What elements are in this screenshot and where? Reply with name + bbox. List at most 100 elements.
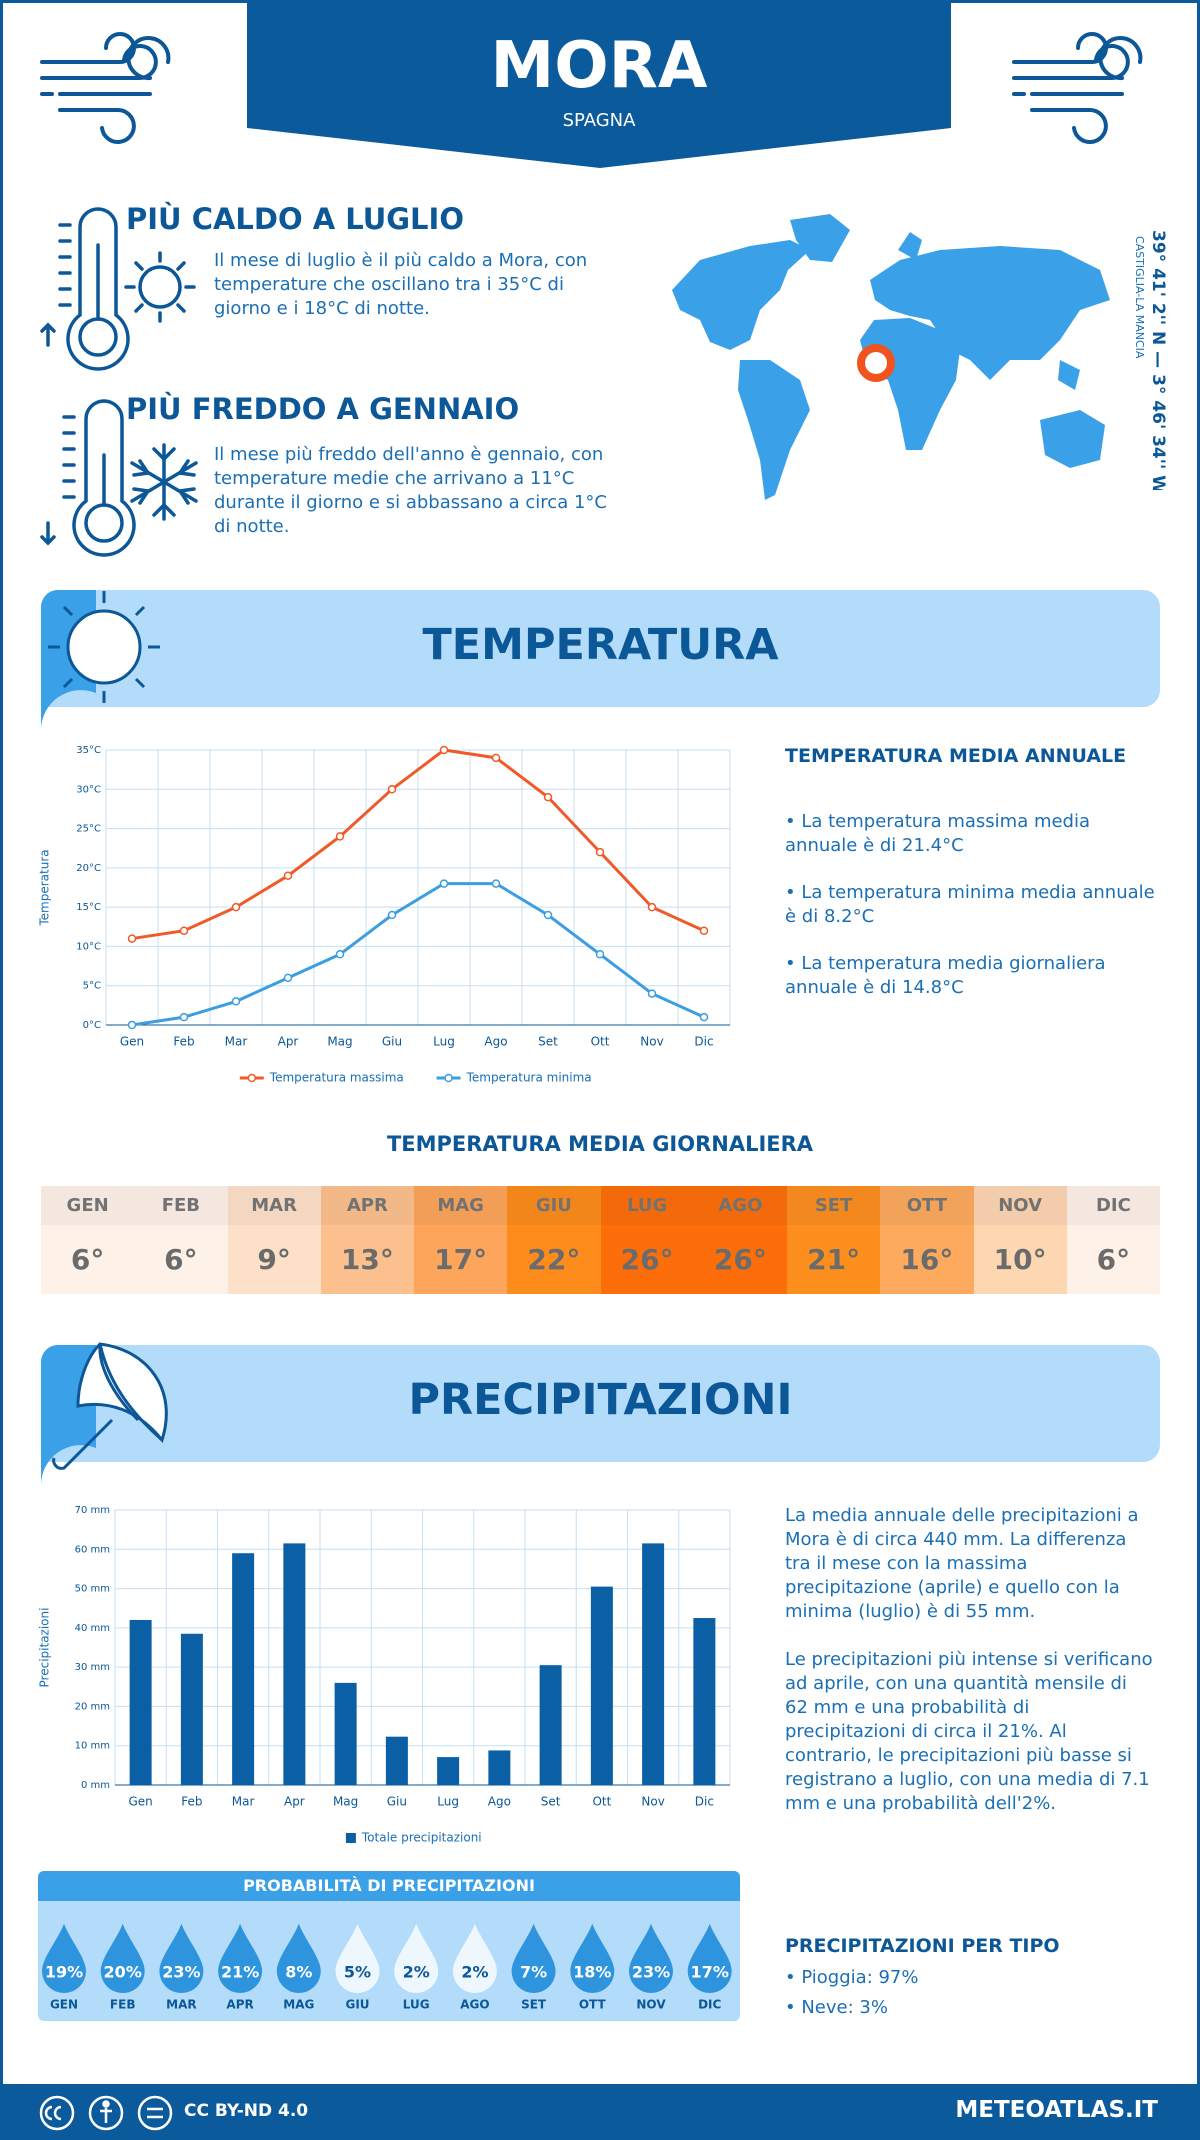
y-tick-label: 5°C: [83, 981, 101, 992]
month-header: NOV: [973, 1186, 1067, 1225]
table-column: GIU 22°: [507, 1186, 601, 1294]
table-column: AGO 26°: [693, 1186, 787, 1294]
hot-title: PIÙ CALDO A LUGLIO: [126, 202, 464, 236]
city-title: MORA: [490, 29, 708, 103]
bar: [539, 1665, 562, 1785]
series-line: [131, 882, 705, 1027]
type-item: • Pioggia: 97%: [785, 1967, 919, 1988]
precipitation-chart: 0 mm 10 mm 20 mm 30 mm 40 mm 50 mm 60 mm 70 mm P…: [38, 1505, 731, 1845]
cold-text: Il mese più freddo dell'anno è gennaio, …: [214, 444, 607, 537]
data-point: [387, 785, 397, 794]
table-column: FEB 6°: [134, 1186, 228, 1294]
data-point: [179, 926, 189, 935]
probability-month: MAG: [283, 1998, 314, 2012]
temperature-chart: 0°C 5°C 10°C 15°C 20°C 25°C 30°C 35°C Temperatur…: [38, 745, 731, 1085]
probability-drop: [100, 1923, 145, 1994]
summary-item: • La temperatura massima media annuale è…: [785, 811, 1091, 856]
highlight-icons: [40, 207, 198, 557]
y-tick-label: 25°C: [76, 824, 101, 835]
bar: [437, 1757, 460, 1785]
wind-icon-left: [40, 32, 171, 144]
y-tick-label: 10°C: [76, 941, 101, 952]
data-point: [387, 910, 397, 920]
probability-title: PROBABILITÀ DI PRECIPITAZIONI: [38, 1871, 740, 1901]
x-tick-label: Set: [541, 1795, 561, 1809]
probability-drops: 19% GEN 20% FEB 23% MAR 21% APR 8% MAG 5% GIU 2% LUG 2…: [42, 1923, 732, 2012]
x-tick-label: Mag: [327, 1035, 352, 1049]
temperature-cell: 6°: [1066, 1225, 1160, 1294]
data-point: [699, 926, 709, 935]
probability-month: APR: [226, 1998, 253, 2012]
data-point: [491, 879, 501, 888]
x-tick-label: Feb: [173, 1035, 194, 1049]
x-tick-label: Ott: [592, 1795, 611, 1809]
bar: [488, 1750, 511, 1785]
temperature-cell: 17°: [414, 1225, 508, 1294]
temperature-cell: 9°: [227, 1225, 321, 1294]
month-header: SET: [787, 1186, 881, 1225]
data-point: [127, 934, 137, 943]
data-point: [231, 902, 241, 912]
x-tick-label: Set: [538, 1035, 558, 1049]
table-column: SET 21°: [787, 1186, 881, 1294]
data-point: [335, 832, 345, 841]
data-point: [283, 973, 293, 983]
probability-label: 5%: [344, 1963, 371, 1982]
probability-month: MAR: [166, 1998, 196, 2012]
probability-label: 2%: [403, 1963, 430, 1982]
probability-month: DIC: [698, 1998, 721, 2012]
probability-drop: [42, 1923, 86, 1993]
type-item: • Neve: 3%: [785, 1997, 888, 2018]
y-axis-title: Temperatura: [38, 849, 52, 926]
table-column: LUG 26°: [600, 1186, 694, 1294]
x-tick-label: Ago: [488, 1795, 511, 1809]
x-tick-label: Giu: [387, 1795, 407, 1809]
summary-item: • La temperatura minima media annuale è …: [785, 882, 1155, 927]
data-point: [647, 902, 657, 912]
legend-swatch: [345, 1833, 356, 1843]
probability-drop: [159, 1923, 204, 1994]
table-column: OTT 16°: [880, 1186, 974, 1294]
probability-drop: [218, 1923, 263, 1993]
bar: [334, 1682, 357, 1785]
table-column: GEN 6°: [41, 1186, 135, 1294]
daily-temp-table: GEN 6° FEB 6° MAR 9° APR 13° MAG 17° GIU 22° LUG 26° A…: [41, 1186, 1160, 1294]
data-point: [231, 997, 241, 1006]
continents: [672, 214, 1110, 500]
probability-drop: [629, 1923, 673, 1993]
temperature-cell: 22°: [507, 1225, 601, 1294]
types-list: • Pioggia: 97% • Neve: 3%: [785, 1966, 1155, 2026]
banner-bg: [41, 1345, 1160, 1462]
temperature-cell: 16°: [880, 1225, 974, 1294]
data-point: [179, 1012, 189, 1022]
probability-label: 23%: [162, 1963, 200, 1982]
table-column: APR 13°: [320, 1186, 414, 1294]
data-point: [647, 989, 657, 998]
hot-text: Il mese di luglio è il più caldo a Mora,…: [214, 250, 588, 319]
bar: [642, 1543, 665, 1785]
x-tick-label: Apr: [278, 1035, 299, 1049]
probability-drop: [276, 1923, 321, 1993]
table-column: DIC 6°: [1066, 1186, 1160, 1294]
x-tick-label: Ott: [591, 1035, 610, 1049]
probability-label: 19%: [45, 1963, 83, 1982]
header-banner: [247, 0, 951, 168]
probability-label: 23%: [632, 1963, 670, 1982]
coordinates: 39° 41' 2'' N — 3° 46' 34'' W: [1148, 230, 1168, 490]
y-tick-label: 20 mm: [75, 1701, 110, 1712]
y-tick-label: 70 mm: [75, 1505, 110, 1516]
probability-drop: [394, 1923, 439, 1993]
probability-label: 18%: [573, 1963, 611, 1982]
probability-month: OTT: [579, 1998, 607, 2012]
y-tick-label: 20°C: [76, 863, 101, 874]
legend-label: Totale precipitazioni: [361, 1831, 482, 1845]
temperature-banner: [41, 590, 1160, 730]
license-icons: [39, 2095, 173, 2131]
month-header: GEN: [41, 1186, 135, 1225]
probability-label: 7%: [520, 1963, 547, 1982]
site-name[interactable]: METEOATLAS.IT: [955, 2097, 1158, 2123]
world-map: [672, 214, 1110, 500]
month-header: OTT: [880, 1186, 974, 1225]
x-tick-label: Lug: [433, 1035, 455, 1049]
table-column: MAG 17°: [414, 1186, 508, 1294]
